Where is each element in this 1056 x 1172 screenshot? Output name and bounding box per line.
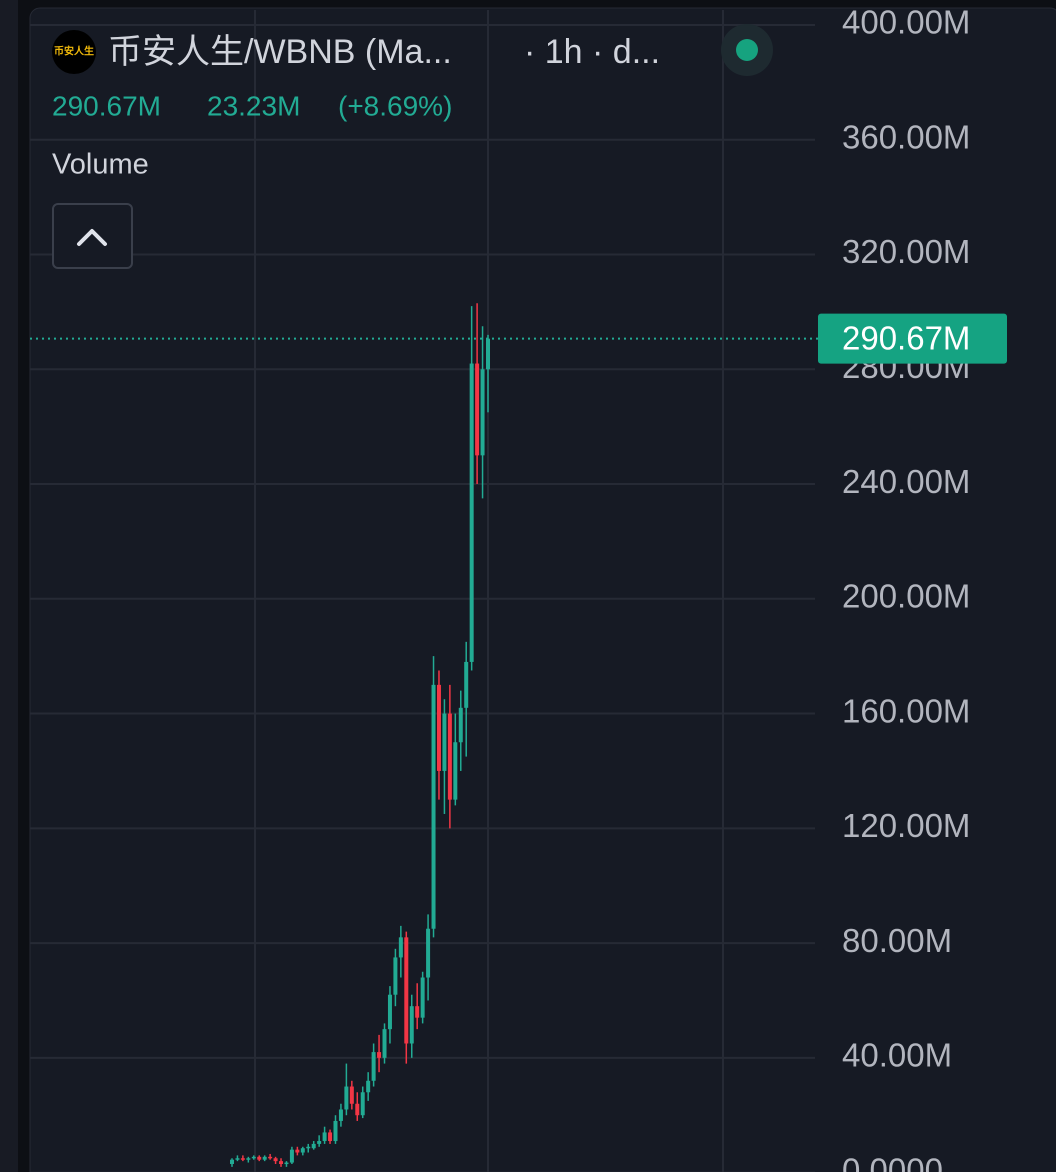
logo-text: 币安人生 — [54, 45, 94, 58]
candle-body — [317, 1141, 322, 1144]
candle-body — [328, 1132, 333, 1142]
candle-body — [371, 1052, 376, 1081]
candle-body — [230, 1159, 234, 1164]
y-tick-label: 40.00M — [842, 1037, 952, 1074]
candle-body — [404, 937, 409, 1044]
candle-body — [409, 1006, 414, 1044]
chart-panel — [29, 7, 1056, 1172]
candle-body — [311, 1143, 316, 1149]
y-tick-label: 240.00M — [842, 463, 970, 500]
candle-body — [360, 1092, 365, 1116]
candle-body — [377, 1052, 382, 1058]
change-pct: (+8.69%) — [338, 90, 452, 121]
candle-body — [475, 363, 480, 456]
candle-body — [366, 1080, 371, 1093]
candles — [230, 303, 490, 1167]
candle-body — [284, 1162, 289, 1165]
candle-body — [322, 1132, 327, 1142]
change: 23.23M — [207, 90, 300, 121]
chevron-icon — [77, 229, 107, 246]
candle-body — [268, 1156, 273, 1159]
y-tick-label: 0.0000 — [842, 1151, 943, 1172]
last-price-label: 290.67M — [842, 319, 970, 356]
candle-body — [398, 937, 403, 958]
horizontal-grid — [30, 24, 815, 1172]
y-tick-label: 320.00M — [842, 233, 970, 270]
chart-subtitle: · 1h · d... — [524, 33, 660, 71]
y-tick-label: 400.00M — [842, 4, 970, 41]
candle-body — [442, 713, 447, 771]
candle-body — [453, 742, 458, 800]
candle-body — [480, 369, 485, 456]
candle-body — [338, 1109, 343, 1121]
candle-body — [382, 1029, 387, 1058]
candle-body — [447, 713, 452, 800]
chart-title: 币安人生/WBNB (Ma... — [108, 33, 452, 71]
candle-body — [469, 363, 474, 662]
candle-body — [246, 1158, 251, 1160]
candle-body — [464, 661, 469, 708]
left-edge — [0, 0, 18, 1172]
candle-body — [387, 994, 392, 1030]
candle-body — [289, 1149, 294, 1163]
candle-body — [415, 1006, 420, 1018]
y-tick-label: 120.00M — [842, 807, 970, 844]
candle-body — [393, 957, 398, 995]
status-dot — [736, 39, 758, 61]
candle-body — [235, 1158, 240, 1160]
collapse-button[interactable] — [52, 203, 133, 269]
vertical-grid — [254, 10, 724, 1172]
y-tick-label: 360.00M — [842, 118, 970, 155]
candle-body — [420, 977, 425, 1018]
candle-body — [355, 1103, 360, 1116]
candle-body — [295, 1149, 300, 1153]
candle-body — [344, 1086, 349, 1110]
candle-body — [300, 1148, 305, 1153]
candle-body — [436, 684, 441, 771]
candle-body — [251, 1156, 256, 1159]
y-axis: 0.0000 40.00M 80.00M 120.00M 160.00M 200.00M 2… — [30, 4, 1007, 1172]
y-tick-label: 160.00M — [842, 692, 970, 729]
candle-body — [306, 1146, 311, 1149]
candle-body — [431, 684, 436, 929]
candle-body — [426, 928, 431, 978]
last-price: 290.67M — [52, 90, 161, 121]
indicator-label: Volume — [52, 149, 149, 181]
candle-body — [333, 1120, 338, 1142]
candle-body — [240, 1158, 245, 1160]
candle-body — [349, 1086, 354, 1104]
logo — [52, 30, 96, 74]
candle-body — [279, 1161, 284, 1164]
candle-body — [257, 1156, 262, 1160]
candle-body — [458, 707, 463, 743]
header: 币安人生 币安人生/WBNB (Ma... · 1h · d... 290.67… — [52, 24, 773, 269]
candle-body — [486, 338, 490, 370]
candle-body — [273, 1158, 278, 1162]
y-tick-label: 200.00M — [842, 578, 970, 615]
y-tick-label: 80.00M — [842, 922, 952, 959]
last-price-box — [818, 313, 1007, 364]
candle-body — [262, 1156, 267, 1160]
